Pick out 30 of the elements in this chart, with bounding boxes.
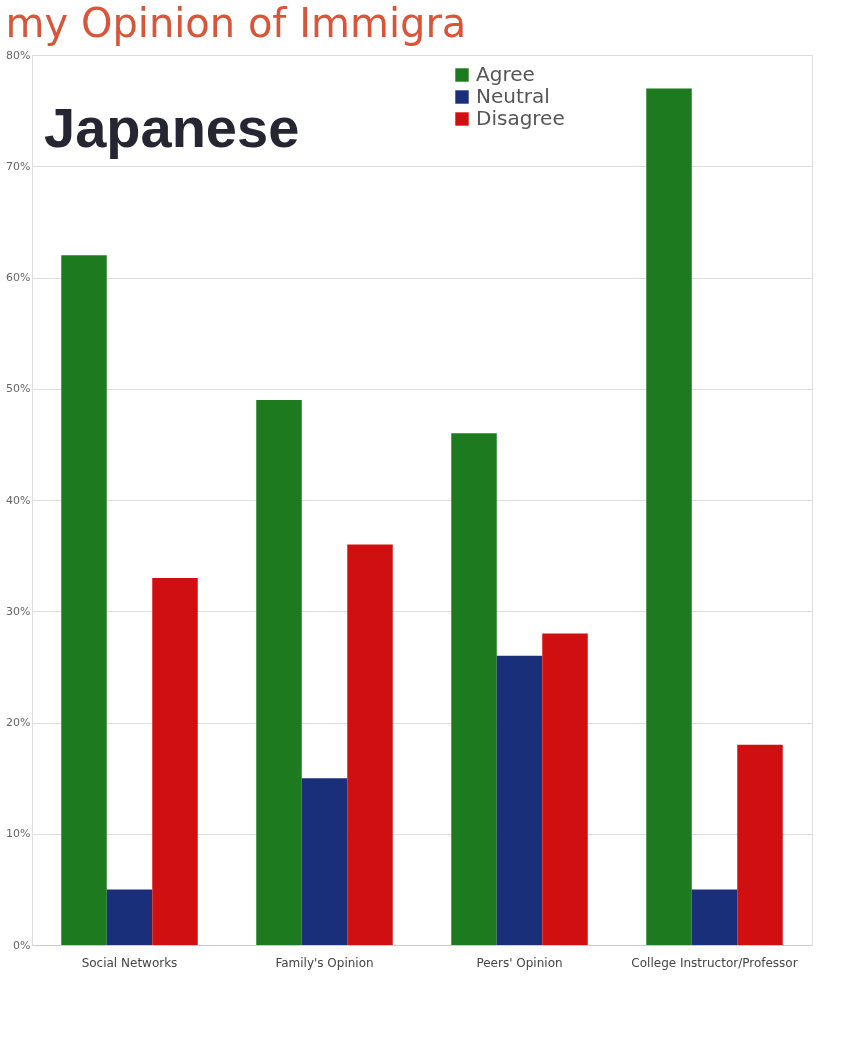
x-tick-label: College Instructor/Professor — [631, 955, 798, 970]
y-tick-label: 40% — [6, 493, 31, 507]
y-tick-label: 50% — [6, 382, 31, 396]
y-tick-label: 70% — [6, 159, 31, 173]
x-tick-label: Family's Opinion — [275, 955, 374, 970]
bar — [301, 778, 348, 945]
bar — [737, 744, 783, 945]
legend-label: Neutral — [476, 84, 550, 108]
bar — [61, 255, 107, 945]
y-tick-label: 20% — [6, 716, 31, 729]
bar — [691, 889, 738, 945]
x-tick-label: Peers' Opinion — [476, 955, 563, 970]
y-tick-label: 30% — [6, 604, 31, 618]
bar — [152, 577, 198, 945]
legend-label: Disagree — [476, 106, 565, 130]
bar — [496, 655, 543, 945]
bar — [646, 88, 692, 945]
bar — [106, 889, 153, 945]
y-tick-label: 80% — [6, 48, 31, 62]
annotation: Japanese — [44, 96, 300, 159]
x-tick-label: Social Networks — [81, 955, 178, 970]
bar — [347, 544, 393, 945]
y-tick-label: 60% — [6, 271, 31, 284]
y-tick-label: 10% — [6, 827, 31, 841]
bar — [256, 399, 302, 945]
y-tick-label: 0% — [13, 938, 31, 952]
bar — [451, 433, 497, 945]
legend-label: Agree — [476, 62, 535, 86]
bar — [542, 633, 588, 945]
chart-title: my Opinion of Immigra — [5, 0, 467, 46]
